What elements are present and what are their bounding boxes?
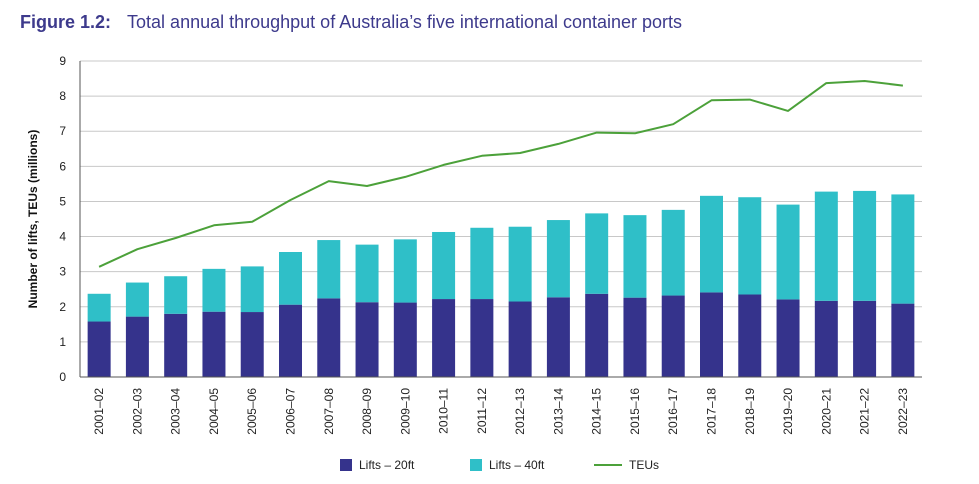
line-teus (98, 80, 904, 268)
bar-lifts-20ft (317, 298, 341, 377)
bar-lifts-40ft (125, 282, 149, 317)
x-tick-label: 2003–04 (169, 388, 183, 435)
bar-lifts-40ft (317, 240, 341, 299)
bar-lifts-20ft (87, 321, 111, 377)
bar-lifts-40ft (164, 276, 188, 314)
bar-lifts-20ft (393, 302, 417, 377)
x-tick-label: 2011–12 (475, 388, 489, 434)
bar-lifts-20ft (240, 312, 264, 377)
x-tick-label: 2002–03 (130, 388, 144, 435)
bar-lifts-20ft (470, 299, 494, 377)
legend-label-lifts-20ft: Lifts – 20ft (359, 458, 415, 472)
figure-title-text: Total annual throughput of Australia’s f… (127, 12, 683, 32)
bar-lifts-40ft (623, 215, 647, 298)
legend-swatch-lifts-20ft (340, 459, 352, 471)
x-tick-label: 2007–08 (322, 388, 336, 435)
bar-lifts-40ft (470, 227, 494, 300)
bar-lifts-40ft (814, 191, 838, 301)
legend-label-lifts-40ft: Lifts – 40ft (489, 458, 545, 472)
y-tick-label: 5 (59, 194, 66, 208)
y-tick-label: 9 (59, 54, 66, 68)
bar-lifts-20ft (776, 299, 800, 377)
x-tick-label: 2017–18 (705, 388, 719, 435)
x-tick-label: 2012–13 (513, 388, 527, 435)
bar-lifts-20ft (355, 302, 379, 377)
legend-label-teus: TEUs (629, 458, 659, 472)
bar-lifts-20ft (546, 297, 570, 377)
bar-lifts-20ft (125, 316, 149, 377)
y-tick-label: 0 (59, 370, 66, 384)
bar-lifts-40ft (546, 220, 570, 298)
bar-lifts-20ft (432, 299, 456, 377)
legend-swatch-lifts-40ft (470, 459, 482, 471)
bar-lifts-40ft (776, 204, 800, 300)
bar-lifts-40ft (202, 268, 226, 312)
bar-lifts-20ft (738, 294, 762, 377)
y-tick-label: 7 (59, 124, 66, 138)
bars (87, 190, 915, 377)
bar-lifts-20ft (623, 297, 647, 377)
y-tick-label: 2 (59, 300, 66, 314)
bar-lifts-40ft (355, 244, 379, 303)
y-tick-label: 6 (59, 159, 66, 173)
bar-lifts-20ft (585, 293, 609, 377)
y-tick-label: 8 (59, 89, 66, 103)
y-tick-label: 3 (59, 265, 66, 279)
bar-lifts-40ft (279, 252, 302, 305)
y-tick-label: 1 (59, 335, 66, 349)
teus-line-layer (98, 80, 904, 268)
bar-lifts-40ft (853, 190, 877, 301)
x-tick-label: 2005–06 (245, 388, 259, 435)
bar-lifts-40ft (508, 226, 532, 302)
bar-lifts-20ft (202, 311, 226, 377)
bar-lifts-20ft (508, 301, 532, 377)
figure-label: Figure 1.2: (20, 12, 112, 32)
x-tick-label: 2013–14 (551, 388, 565, 435)
x-tick-label: 2016–17 (666, 388, 680, 435)
x-tick-label: 2001–02 (92, 388, 106, 435)
legend: Lifts – 20ft Lifts – 40ft TEUs (340, 458, 659, 472)
y-tick-label: 4 (59, 230, 66, 244)
bar-lifts-20ft (853, 300, 877, 377)
bar-lifts-40ft (432, 231, 456, 300)
x-tick-label: 2006–07 (284, 388, 298, 435)
bar-lifts-40ft (738, 197, 762, 295)
bar-lifts-40ft (87, 293, 111, 322)
figure-title: Figure 1.2: Total annual throughput of Au… (20, 12, 682, 33)
x-tick-label: 2015–16 (628, 388, 642, 435)
x-tick-label: 2020–21 (819, 388, 833, 435)
bar-lifts-40ft (700, 195, 723, 293)
x-tick-label: 2019–20 (781, 388, 795, 435)
bar-lifts-40ft (661, 209, 685, 296)
x-tick-label: 2014–15 (590, 388, 604, 435)
bar-lifts-20ft (164, 313, 188, 377)
x-tick-label: 2021–22 (858, 388, 872, 435)
bar-lifts-40ft (240, 266, 264, 313)
bar-lifts-40ft (393, 239, 417, 303)
x-tick-label: 2010–11 (437, 388, 451, 434)
bar-lifts-20ft (891, 303, 915, 377)
bar-lifts-20ft (700, 292, 723, 377)
bar-lifts-20ft (661, 295, 685, 377)
x-tick-label: 2004–05 (207, 388, 221, 435)
axes: 0 1 2 3 4 5 6 7 8 9 2001–02 2002–03 2003–04 2004–05 20… (59, 54, 922, 435)
x-tick-label: 2018–19 (743, 388, 757, 435)
bar-lifts-20ft (814, 300, 838, 377)
bar-lifts-40ft (891, 194, 915, 304)
y-axis-label: Number of lifts, TEUs (millions) (26, 130, 40, 309)
x-tick-label: 2008–09 (360, 388, 374, 435)
x-tick-label: 2022–23 (896, 388, 910, 435)
bar-lifts-40ft (585, 213, 609, 294)
bar-lifts-20ft (279, 304, 302, 377)
x-tick-label: 2009–10 (398, 388, 412, 435)
